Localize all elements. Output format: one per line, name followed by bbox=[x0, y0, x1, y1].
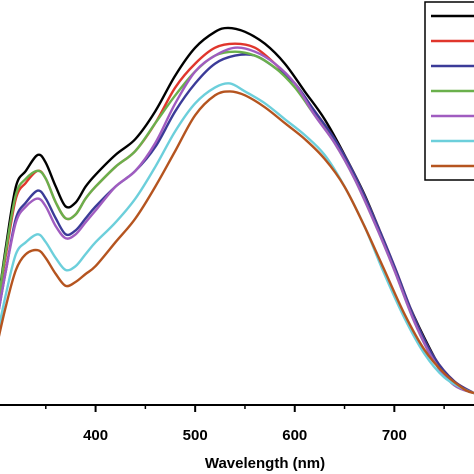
legend bbox=[424, 1, 474, 181]
series-line-6 bbox=[0, 82, 474, 395]
x-tick-label-600: 600 bbox=[282, 427, 307, 444]
x-tick-label-400: 400 bbox=[83, 427, 108, 444]
x-axis-title: Wavelength (nm) bbox=[205, 455, 325, 472]
series-line-4 bbox=[0, 50, 474, 395]
series-line-5 bbox=[0, 46, 474, 395]
plot-lines bbox=[0, 26, 474, 395]
series-line-1 bbox=[0, 26, 474, 395]
axes: 400 500 600 700 bbox=[0, 404, 474, 444]
x-tick-label-700: 700 bbox=[382, 427, 407, 444]
series-line-7 bbox=[0, 90, 474, 395]
series-line-3 bbox=[0, 53, 474, 395]
x-tick-label-500: 500 bbox=[183, 427, 208, 444]
